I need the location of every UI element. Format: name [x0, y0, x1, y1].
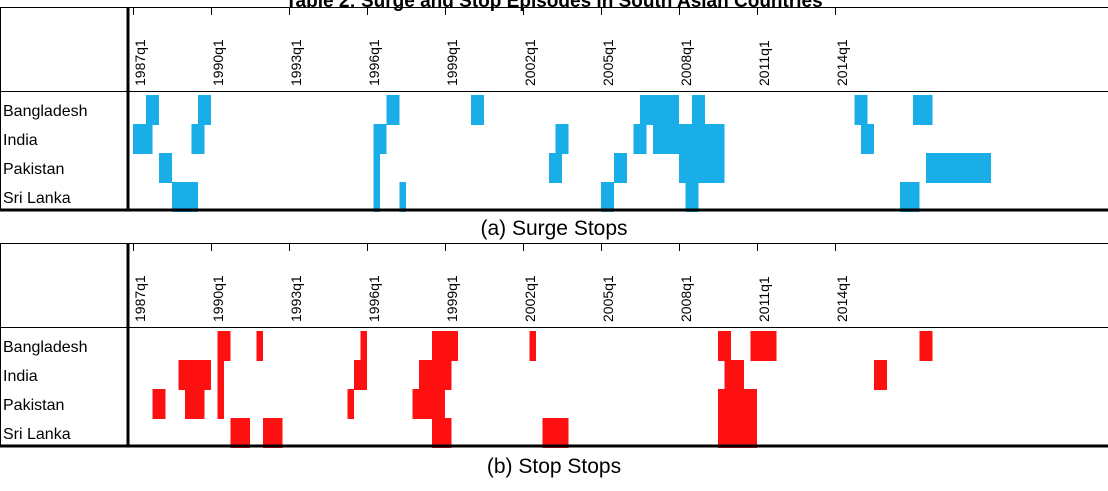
stop-stops-episode-india-0 — [178, 360, 211, 390]
surge-stops-episode-bangladesh-6 — [692, 95, 705, 125]
stop-stops-episode-bangladesh-7 — [919, 331, 933, 361]
stop-stops-episode-pakistan-6 — [737, 389, 757, 419]
stop-stops-chart: Bangladesh India Pakistan Sri Lanka 1987q1 19… — [0, 243, 1108, 448]
stop-stops-row-label-pakistan: Pakistan — [3, 397, 64, 414]
surge-stops-episode-india-2 — [373, 124, 387, 154]
surge-stops-caption: (a) Surge Stops — [480, 217, 628, 240]
stop-stops-tick-label-1993q1: 1993q1 — [288, 275, 304, 322]
stop-stops-episode-bangladesh-6 — [750, 331, 777, 361]
stop-stops-episode-sri-lanka-6 — [744, 418, 757, 448]
surge-stops-episode-sri-lanka-3 — [601, 182, 614, 212]
surge-stops-episode-india-1 — [191, 124, 205, 154]
chart-title: Table 2: Surge and Stop Episodes in Sout… — [285, 0, 823, 12]
stop-stops-episode-india-4 — [432, 360, 452, 390]
surge-stops-episode-sri-lanka-0 — [172, 182, 198, 212]
stop-stops-episode-bangladesh-0 — [217, 331, 231, 361]
surge-stops-tick-label-2005q1: 2005q1 — [600, 39, 616, 86]
surge-stops-episode-india-3 — [555, 124, 569, 154]
surge-stops-episode-bangladesh-8 — [913, 95, 933, 125]
surge-stops-episode-sri-lanka-5 — [900, 182, 920, 212]
surge-stops-tick-label-1996q1: 1996q1 — [366, 39, 382, 86]
surge-stops-tick-label-1993q1: 1993q1 — [288, 39, 304, 86]
stop-stops-tick-label-2008q1: 2008q1 — [678, 275, 694, 322]
stop-stops-episode-sri-lanka-0 — [230, 418, 250, 448]
surge-stops-tick-label-2011q1: 2011q1 — [756, 40, 772, 86]
panel-stop-stops: Bangladesh India Pakistan Sri Lanka 1987q1 19… — [0, 243, 1108, 491]
surge-stops-row-label-bangladesh: Bangladesh — [3, 103, 88, 120]
surge-stops-chart: Bangladesh India Pakistan Sri Lanka 1987q1 19… — [0, 7, 1108, 212]
stop-stops-episode-pakistan-2 — [217, 389, 224, 419]
surge-stops-row-label-india: India — [3, 132, 38, 149]
stop-stops-episode-pakistan-1 — [185, 389, 205, 419]
stop-stops-episode-bangladesh-1 — [256, 331, 263, 361]
stop-stops-row-label-sri-lanka: Sri Lanka — [3, 426, 71, 443]
surge-stops-episode-india-4 — [633, 124, 647, 154]
stop-stops-episode-sri-lanka-1 — [263, 418, 276, 448]
stop-stops-episode-sri-lanka-4 — [542, 418, 569, 448]
surge-stops-row-label-sri-lanka: Sri Lanka — [3, 190, 71, 207]
stop-stops-episode-pakistan-5 — [718, 389, 738, 419]
stop-stops-episode-bangladesh-5 — [718, 331, 731, 361]
surge-stops-episode-india-0 — [133, 124, 153, 154]
surge-stops-episode-sri-lanka-4 — [685, 182, 699, 212]
surge-stops-tick-label-2002q1: 2002q1 — [522, 39, 538, 86]
surge-stops-episode-bangladesh-2 — [386, 95, 400, 125]
stop-stops-episode-india-2 — [354, 360, 367, 390]
surge-stops-episode-india-5 — [653, 124, 679, 154]
stop-stops-row-label-india: India — [3, 368, 38, 385]
surge-stops-episode-sri-lanka-2 — [399, 182, 406, 212]
surge-stops-episode-pakistan-5 — [926, 153, 991, 183]
surge-stops-episode-india-6 — [679, 124, 725, 154]
surge-stops-episode-bangladesh-5 — [653, 95, 679, 125]
surge-stops-episode-india-7 — [861, 124, 874, 154]
stop-stops-episode-pakistan-3 — [347, 389, 354, 419]
surge-stops-episode-bangladesh-0 — [146, 95, 159, 125]
panel-surge-stops: Bangladesh India Pakistan Sri Lanka 1987q1 19… — [0, 7, 1108, 240]
stop-stops-episode-sri-lanka-2 — [276, 418, 283, 448]
surge-stops-episode-bangladesh-4 — [640, 95, 653, 125]
stop-stops-tick-label-1996q1: 1996q1 — [366, 275, 382, 322]
surge-stops-episode-sri-lanka-1 — [373, 182, 380, 212]
stop-stops-tick-label-1987q1: 1987q1 — [132, 275, 148, 322]
surge-stops-episode-pakistan-4 — [679, 153, 725, 183]
stop-stops-tick-label-1999q1: 1999q1 — [444, 275, 460, 322]
stop-stops-episode-bangladesh-3 — [432, 331, 458, 361]
surge-stops-episode-bangladesh-3 — [471, 95, 484, 125]
surge-stops-tick-label-1990q1: 1990q1 — [210, 39, 226, 86]
stop-stops-tick-label-2014q1: 2014q1 — [834, 275, 850, 322]
surge-stops-episode-bangladesh-7 — [854, 95, 868, 125]
stop-stops-episode-bangladesh-2 — [360, 331, 367, 361]
surge-stops-episode-pakistan-3 — [614, 153, 627, 183]
stop-stops-episode-india-6 — [874, 360, 887, 390]
surge-stops-episode-pakistan-1 — [373, 153, 380, 183]
surge-stops-tick-label-2014q1: 2014q1 — [834, 39, 850, 86]
surge-stops-tick-label-2008q1: 2008q1 — [678, 39, 694, 86]
surge-stops-episode-bangladesh-1 — [198, 95, 211, 125]
stop-stops-episode-sri-lanka-5 — [718, 418, 744, 448]
stop-stops-caption: (b) Stop Stops — [486, 455, 622, 478]
stop-stops-tick-label-1990q1: 1990q1 — [210, 275, 226, 322]
surge-stops-episode-pakistan-0 — [159, 153, 172, 183]
stop-stops-episode-sri-lanka-3 — [432, 418, 452, 448]
stop-stops-episode-india-5 — [724, 360, 744, 390]
stop-stops-episode-pakistan-4 — [412, 389, 445, 419]
stop-stops-row-label-bangladesh: Bangladesh — [3, 339, 88, 356]
stop-stops-tick-label-2002q1: 2002q1 — [522, 275, 538, 322]
surge-stops-episode-pakistan-2 — [549, 153, 562, 183]
stop-stops-episode-india-3 — [419, 360, 432, 390]
surge-stops-tick-label-1987q1: 1987q1 — [132, 39, 148, 86]
stop-stops-episode-india-1 — [217, 360, 224, 390]
stop-stops-episode-pakistan-0 — [152, 389, 166, 419]
surge-stops-row-label-pakistan: Pakistan — [3, 161, 64, 178]
stop-stops-episode-bangladesh-4 — [529, 331, 536, 361]
stop-stops-tick-label-2005q1: 2005q1 — [600, 275, 616, 322]
stop-stops-tick-label-2011q1: 2011q1 — [756, 276, 772, 322]
surge-stops-tick-label-1999q1: 1999q1 — [444, 39, 460, 86]
